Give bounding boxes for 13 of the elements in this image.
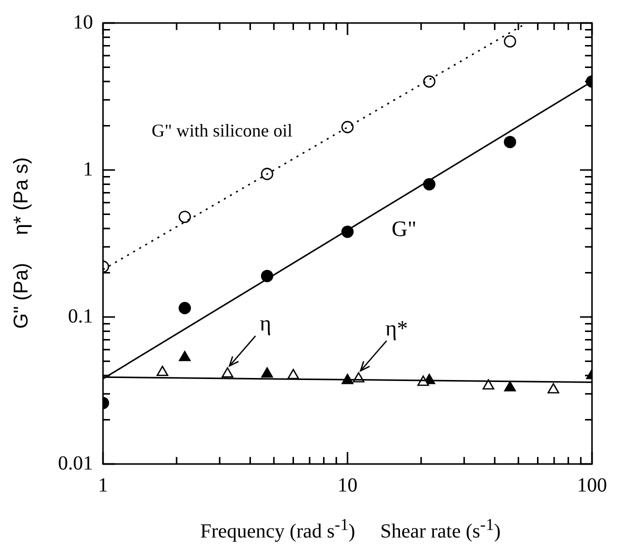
y-tick-label: 0.1 [68, 305, 93, 328]
annotation: G" [392, 216, 416, 241]
x-axis-title: Frequency (rad s$^{-1}$) Shear rate (s$^{-1}$) [199, 515, 502, 544]
y-tick-label: 10 [73, 11, 93, 34]
y-tick-label: 1 [83, 158, 93, 180]
y-tick-label: 0.01 [58, 452, 93, 474]
x-tick-label: 100 [577, 474, 607, 496]
x-tick-label: 1 [98, 474, 108, 496]
annotation: G" with silicone oil [152, 120, 292, 141]
y-axis-title: G" (Pa) η* (Pa s) [10, 157, 34, 329]
annotation: η [260, 310, 272, 336]
annotation: η* [385, 316, 408, 341]
x-tick-label: 10 [338, 474, 358, 496]
